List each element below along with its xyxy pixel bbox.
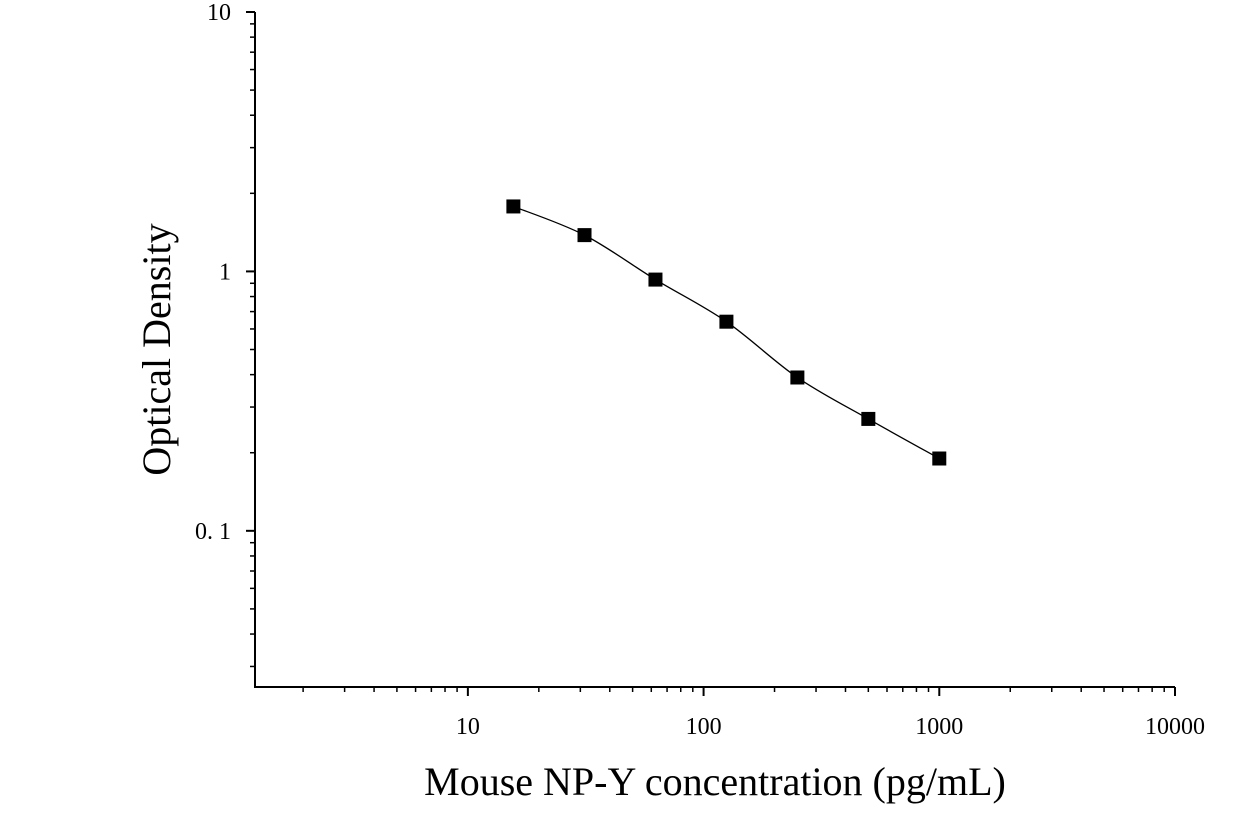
data-point-6 (932, 451, 947, 466)
x-tick-label: 10000 (1145, 714, 1205, 740)
data-point-2 (648, 272, 663, 287)
x-axis-ticks: 10 100 1000 10000 (302, 687, 1205, 740)
x-axis-title: Mouse NP-Y concentration (pg/mL) (424, 759, 1006, 804)
data-points (506, 199, 947, 466)
y-axis-ticks: 0. 1 1 10 (195, 0, 255, 668)
y-tick-label: 1 (219, 259, 231, 285)
x-tick-label: 100 (686, 714, 722, 740)
fit-curve-line (513, 205, 940, 460)
y-tick-label: 0. 1 (195, 519, 231, 545)
y-tick-label: 10 (207, 0, 231, 26)
data-point-4 (790, 370, 805, 385)
y-axis-title: Optical Density (134, 223, 179, 475)
data-point-0 (506, 199, 521, 214)
axes (254, 12, 1175, 688)
data-point-1 (577, 228, 592, 243)
data-point-5 (861, 411, 876, 426)
fit-curve-layer (513, 205, 940, 460)
x-tick-label: 1000 (915, 714, 963, 740)
x-tick-label: 10 (456, 714, 480, 740)
data-point-3 (719, 314, 734, 329)
